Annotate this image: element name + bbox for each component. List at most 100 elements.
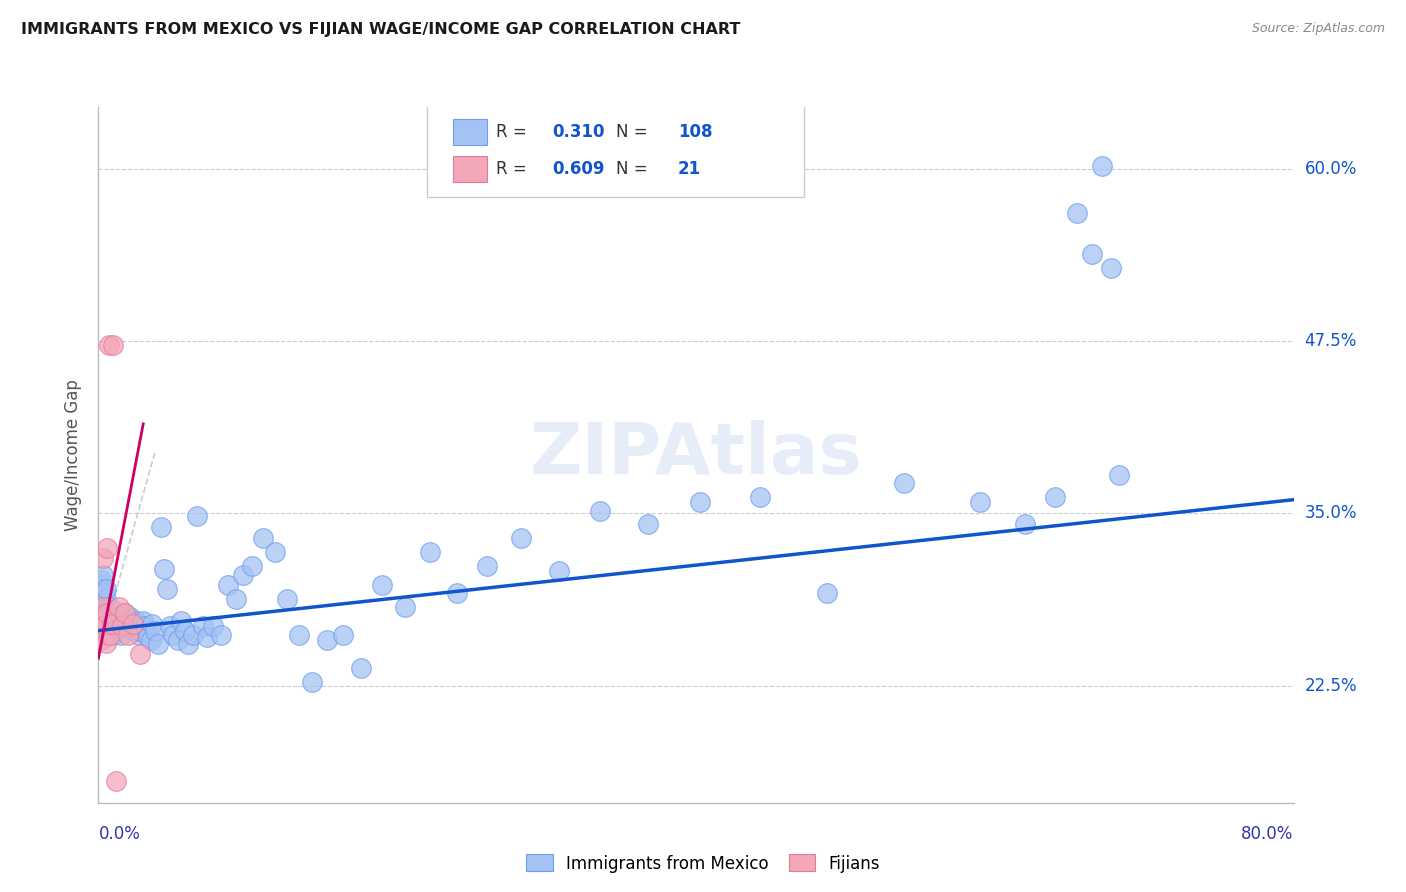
Point — [96, 606, 118, 620]
Point — [94, 591, 117, 606]
Point — [169, 614, 191, 628]
FancyBboxPatch shape — [427, 103, 804, 197]
Point — [101, 609, 124, 624]
Text: 0.0%: 0.0% — [98, 825, 141, 843]
Point — [129, 624, 152, 638]
Point — [124, 624, 146, 638]
Point — [148, 637, 170, 651]
Point — [217, 578, 239, 592]
Point — [637, 517, 659, 532]
Point — [94, 582, 117, 597]
Point — [159, 619, 181, 633]
Point — [96, 619, 118, 633]
Text: R =: R = — [496, 123, 533, 141]
Point — [1043, 490, 1066, 504]
Point — [89, 589, 111, 603]
Point — [446, 586, 468, 600]
Point — [101, 616, 124, 631]
Point — [510, 531, 533, 545]
Point — [1081, 247, 1104, 261]
Point — [103, 628, 125, 642]
Point — [969, 495, 991, 509]
Text: 35.0%: 35.0% — [1305, 505, 1357, 523]
Point — [177, 637, 200, 651]
Point — [263, 545, 285, 559]
Point — [371, 578, 394, 592]
Point — [301, 674, 323, 689]
Point — [139, 633, 162, 648]
Point — [108, 619, 131, 633]
Point — [114, 606, 136, 620]
Point — [93, 596, 115, 610]
Point — [93, 628, 115, 642]
Point — [90, 633, 112, 648]
Point — [1099, 261, 1122, 276]
Point — [97, 600, 120, 615]
Point — [114, 609, 136, 624]
Point — [136, 631, 159, 645]
Point — [815, 586, 838, 600]
FancyBboxPatch shape — [453, 156, 486, 182]
Point — [150, 520, 173, 534]
Point — [174, 624, 197, 638]
FancyBboxPatch shape — [453, 119, 486, 145]
Point — [94, 600, 117, 615]
Point — [111, 619, 134, 633]
Point — [120, 616, 142, 631]
Point — [240, 558, 263, 573]
Point — [96, 603, 118, 617]
Point — [105, 624, 128, 638]
Point — [105, 773, 128, 788]
Point — [97, 619, 120, 633]
Point — [115, 619, 138, 633]
Point — [689, 495, 711, 509]
Point — [91, 603, 114, 617]
Point — [166, 633, 188, 648]
Text: 47.5%: 47.5% — [1305, 332, 1357, 351]
Point — [121, 616, 143, 631]
Point — [893, 476, 915, 491]
Point — [98, 614, 122, 628]
Point — [132, 614, 155, 628]
Point — [117, 628, 139, 642]
Text: 0.609: 0.609 — [553, 160, 605, 178]
Point — [225, 591, 247, 606]
Point — [93, 586, 115, 600]
Point — [197, 631, 219, 645]
Point — [134, 619, 156, 633]
Point — [127, 619, 149, 633]
Point — [475, 558, 498, 573]
Point — [117, 614, 139, 628]
Point — [91, 550, 114, 565]
Point — [98, 628, 122, 642]
Point — [89, 582, 111, 597]
Point — [91, 582, 114, 597]
Text: 80.0%: 80.0% — [1241, 825, 1294, 843]
Point — [191, 619, 214, 633]
Text: N =: N = — [616, 123, 652, 141]
Point — [105, 609, 128, 624]
Text: ZIPAtlas: ZIPAtlas — [530, 420, 862, 490]
Text: 21: 21 — [678, 160, 702, 178]
Point — [110, 609, 132, 624]
Point — [108, 600, 131, 615]
Point — [97, 338, 120, 352]
Point — [276, 591, 298, 606]
Text: 60.0%: 60.0% — [1305, 160, 1357, 178]
Point — [1091, 159, 1114, 173]
Text: Source: ZipAtlas.com: Source: ZipAtlas.com — [1251, 22, 1385, 36]
Text: 108: 108 — [678, 123, 713, 141]
Text: IMMIGRANTS FROM MEXICO VS FIJIAN WAGE/INCOME GAP CORRELATION CHART: IMMIGRANTS FROM MEXICO VS FIJIAN WAGE/IN… — [21, 22, 741, 37]
Point — [107, 614, 129, 628]
Point — [1014, 517, 1036, 532]
Point — [232, 568, 254, 582]
Point — [107, 619, 129, 633]
Point — [121, 619, 143, 633]
Point — [350, 661, 373, 675]
Point — [202, 619, 225, 633]
Point — [143, 624, 166, 638]
Point — [125, 614, 148, 628]
Point — [98, 606, 122, 620]
Point — [90, 573, 112, 587]
Point — [90, 586, 112, 600]
